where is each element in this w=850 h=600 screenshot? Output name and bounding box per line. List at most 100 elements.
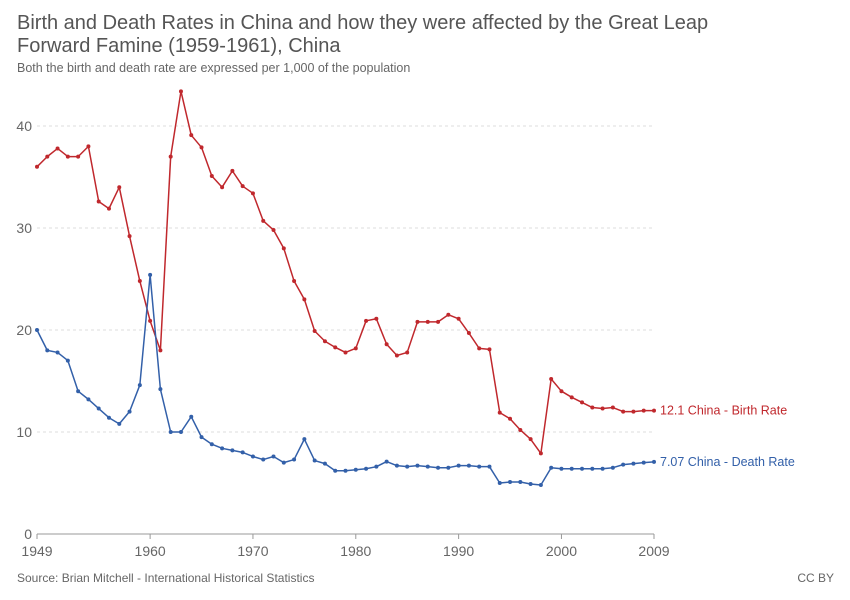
- birth-rate-point: [364, 318, 369, 323]
- birth-rate-point: [86, 144, 91, 149]
- death-rate-point: [652, 459, 656, 464]
- death-rate-point: [487, 464, 492, 469]
- birth-rate-point: [518, 427, 523, 432]
- death-rate-point: [35, 328, 39, 332]
- x-tick-label: 1980: [340, 543, 371, 559]
- x-tick-label: 2000: [546, 543, 577, 559]
- birth-rate-point: [45, 154, 50, 159]
- x-tick-label: 2009: [638, 543, 669, 559]
- birth-rate-point: [497, 410, 502, 415]
- birth-rate-point: [446, 312, 451, 317]
- birth-rate-point: [292, 279, 297, 284]
- birth-rate-line: [36, 90, 654, 455]
- birth-rate-point: [76, 154, 81, 159]
- birth-rate-point: [436, 319, 441, 324]
- birth-rate-point: [415, 319, 420, 324]
- birth-rate-point: [374, 316, 379, 321]
- x-tick-label: 1960: [135, 543, 166, 559]
- birth-rate-point: [158, 348, 163, 353]
- license-link[interactable]: CC BY: [797, 571, 834, 585]
- birth-rate-point: [641, 408, 646, 413]
- death-rate-point: [312, 458, 317, 463]
- birth-rate-point: [261, 218, 266, 223]
- birth-rate-point: [117, 185, 122, 190]
- birth-rate-point: [621, 409, 626, 414]
- chart-subtitle: Both the birth and death rate are expres…: [17, 61, 411, 75]
- gridlines: [37, 125, 654, 433]
- birth-rate-point: [528, 437, 533, 442]
- x-tick-label: 1949: [21, 543, 52, 559]
- death-rate-point: [374, 464, 379, 469]
- end-labels: 12.1 China - Birth Rate 7.07 China - Deat…: [660, 404, 795, 469]
- death-rate-point: [456, 463, 461, 468]
- death-rate-point: [281, 460, 286, 465]
- birth-rate-point: [312, 329, 317, 334]
- birth-rate-point: [106, 206, 111, 211]
- death-rate-point: [271, 454, 276, 459]
- birth-rate-point: [559, 389, 564, 394]
- birth-rate-point: [538, 451, 543, 456]
- birth-rate-point: [590, 405, 595, 410]
- birth-rate-point: [148, 318, 153, 323]
- birth-rate-point: [631, 409, 636, 414]
- y-tick-label: 20: [16, 322, 32, 338]
- death-rate-point: [168, 430, 173, 434]
- death-rate-line: [36, 274, 655, 486]
- birth-rate-point: [425, 319, 430, 324]
- y-tick-label: 10: [16, 424, 32, 440]
- death-rate-point: [569, 466, 574, 471]
- birth-rate-point: [600, 406, 605, 411]
- death-rate-point: [559, 466, 564, 471]
- birth-rate-point: [168, 154, 173, 159]
- birth-rate-point: [394, 353, 399, 358]
- death-rate-point: [148, 272, 153, 277]
- birth-rate-point: [271, 228, 276, 233]
- death-rate-point: [199, 435, 204, 440]
- y-tick-label: 30: [16, 220, 32, 236]
- death-rate-point: [230, 448, 235, 453]
- birth-rate-point: [549, 376, 554, 381]
- death-rate-point: [65, 358, 70, 363]
- birth-rate-point: [127, 234, 132, 239]
- death-rate-point: [302, 437, 307, 442]
- death-rate-point: [528, 482, 533, 487]
- birth-rate-point: [199, 145, 204, 150]
- death-rate-point: [384, 459, 389, 464]
- birth-rate-point: [477, 346, 482, 351]
- birth-rate-point: [96, 199, 101, 204]
- series-layer: [35, 89, 656, 488]
- birth-rate-point: [466, 331, 471, 336]
- birth-rate-point: [281, 246, 286, 251]
- death-rate-point: [76, 389, 81, 394]
- death-rate-point: [127, 409, 132, 414]
- death-rate-point: [477, 464, 482, 469]
- death-rate-point: [96, 406, 101, 411]
- death-rate-point: [106, 415, 111, 420]
- source-note[interactable]: Source: Brian Mitchell - International H…: [17, 571, 315, 585]
- death-rate-point: [394, 463, 399, 468]
- death-rate-point: [240, 450, 245, 455]
- death-rate-point: [292, 457, 297, 462]
- death-rate-point: [209, 442, 214, 447]
- death-rate-point: [353, 467, 358, 472]
- birth-rate-point: [35, 164, 39, 169]
- death-rate-point: [322, 461, 327, 466]
- death-rate-point: [436, 465, 441, 470]
- y-tick-label: 40: [16, 118, 32, 134]
- death-rate-point: [178, 430, 183, 434]
- birth-rate-point: [189, 133, 194, 138]
- death-rate-point: [466, 463, 471, 468]
- death-rate-point: [631, 461, 636, 466]
- x-tick-label: 1970: [237, 543, 268, 559]
- death-rate-point: [549, 465, 554, 470]
- birth-rate-point: [384, 342, 389, 347]
- birth-rate-point: [250, 191, 255, 196]
- death-rate-point: [590, 466, 595, 471]
- death-rate-end-label: 7.07 China - Death Rate: [660, 455, 795, 469]
- death-rate-point: [220, 446, 225, 451]
- birth-rate-point: [322, 339, 327, 344]
- birth-rate-point: [343, 350, 348, 355]
- birth-rate-point: [456, 316, 461, 321]
- death-rate-point: [343, 468, 348, 473]
